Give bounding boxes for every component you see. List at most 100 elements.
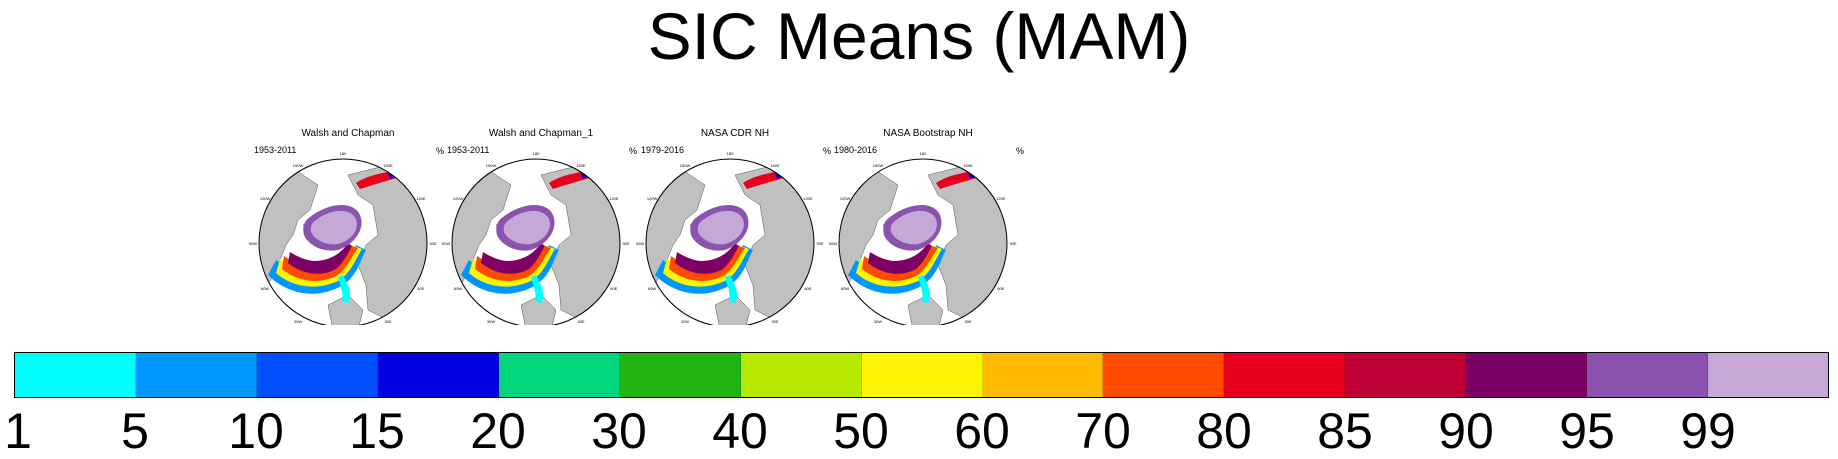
colorbar-label: 60	[954, 403, 1010, 459]
longitude-label: 60W	[454, 286, 462, 291]
colorbar-label: 10	[228, 403, 284, 459]
longitude-label: 180	[533, 151, 540, 156]
panel-units: %	[628, 146, 637, 156]
colorbar-label: 50	[833, 403, 889, 459]
longitude-label: 60E	[997, 286, 1004, 291]
sea-ice-band	[725, 275, 738, 303]
longitude-label: 30E	[384, 319, 391, 324]
longitude-label: 60E	[417, 286, 424, 291]
longitude-label: 150E	[576, 163, 586, 168]
sea-ice-band	[282, 246, 358, 281]
longitude-label: 180	[920, 151, 927, 156]
colorbar-box	[740, 353, 862, 397]
map-boundary	[645, 158, 815, 325]
panel-title: NASA Bootstrap NH	[883, 128, 973, 139]
longitude-label: 150W	[680, 163, 691, 168]
longitude-label: 90E	[429, 241, 436, 246]
panel-period: 1953-2011	[447, 145, 490, 155]
colorbar-label: 5	[121, 403, 149, 459]
map-content	[259, 159, 427, 325]
colorbar-label: 90	[1438, 403, 1494, 459]
colorbar-label: 30	[591, 403, 647, 459]
colorbar	[14, 352, 1829, 398]
sea-ice-band	[775, 168, 800, 179]
panel-period: 1980-2016	[834, 145, 878, 155]
sea-ice-band	[669, 246, 745, 281]
page-title: SIC Means (MAM)	[647, 0, 1191, 73]
colorbar-box	[377, 353, 499, 397]
longitude-label: 30E	[577, 319, 584, 324]
panel-units: %	[1015, 146, 1024, 156]
colorbar-box	[619, 353, 741, 397]
panel-period: 1979-2016	[641, 145, 685, 155]
colorbar-box	[256, 353, 378, 397]
polar-map: 180150E120E90E60E30E030W60W90W120W150W	[636, 151, 824, 325]
sea-ice-band	[675, 243, 739, 274]
sea-ice-band	[868, 243, 932, 274]
map-content	[646, 159, 814, 325]
colorbar-box	[15, 353, 136, 397]
longitude-label: 90W	[829, 241, 837, 246]
sea-ice-band	[918, 275, 931, 303]
map-content	[839, 159, 1007, 325]
longitude-label: 180	[340, 151, 347, 156]
colorbar-label: 85	[1317, 403, 1373, 459]
sea-ice-band	[338, 275, 351, 303]
longitude-label: 120W	[260, 196, 271, 201]
longitude-label: 90W	[442, 241, 450, 246]
panel-title: NASA CDR NH	[700, 128, 770, 139]
map-panel: 180150E120E90E60E30E030W60W90W120W150WWa…	[248, 125, 448, 325]
longitude-label: 150W	[486, 163, 497, 168]
colorbar-box	[1587, 353, 1709, 397]
map-boundary	[258, 158, 428, 325]
longitude-label: 120E	[609, 196, 619, 201]
longitude-label: 150E	[963, 163, 973, 168]
colorbar-box	[982, 353, 1104, 397]
colorbar-box	[1708, 353, 1829, 397]
longitude-label: 150E	[383, 163, 393, 168]
longitude-label: 60W	[648, 286, 656, 291]
sea-ice-band	[890, 210, 937, 245]
colorbar-box	[1466, 353, 1588, 397]
colorbar-label: 80	[1196, 403, 1252, 459]
map-panel: 180150E120E90E60E30E030W60W90W120W150WWa…	[441, 125, 641, 325]
sea-ice-band	[862, 246, 938, 281]
map-boundary	[838, 158, 1008, 325]
longitude-label: 60E	[804, 286, 811, 291]
longitude-label: 120W	[840, 196, 851, 201]
longitude-label: 30E	[771, 319, 778, 324]
longitude-label: 90E	[622, 241, 629, 246]
longitude-label: 150W	[293, 163, 304, 168]
longitude-label: 150E	[770, 163, 780, 168]
colorbar-label: 1	[4, 403, 32, 459]
panel-units: %	[435, 146, 444, 156]
colorbar-label: 15	[349, 403, 405, 459]
longitude-label: 30E	[964, 319, 971, 324]
sea-ice-band	[968, 168, 993, 179]
longitude-label: 120W	[647, 196, 658, 201]
longitude-label: 90E	[816, 241, 823, 246]
longitude-label: 60E	[610, 286, 617, 291]
colorbar-label: 40	[712, 403, 768, 459]
longitude-label: 30W	[874, 319, 882, 324]
colorbar-box	[135, 353, 257, 397]
sea-ice-band	[388, 168, 413, 179]
colorbar-box	[1345, 353, 1467, 397]
longitude-label: 90W	[636, 241, 644, 246]
sea-ice-band	[581, 168, 606, 179]
longitude-label: 90E	[1009, 241, 1016, 246]
longitude-label: 30W	[487, 319, 495, 324]
polar-map: 180150E120E90E60E30E030W60W90W120W150W	[442, 151, 630, 325]
longitude-label: 30W	[681, 319, 689, 324]
longitude-label: 180	[727, 151, 734, 156]
panel-title: Walsh and Chapman	[301, 128, 395, 139]
longitude-label: 120E	[803, 196, 813, 201]
sea-ice-band	[288, 243, 352, 274]
longitude-label: 60W	[261, 286, 269, 291]
sea-ice-band	[531, 275, 544, 303]
map-panel: 180150E120E90E60E30E030W60W90W120W150WNA…	[635, 125, 835, 325]
colorbar-box	[1224, 353, 1346, 397]
map-boundary	[451, 158, 621, 325]
sea-ice-band	[310, 210, 357, 245]
colorbar-label: 99	[1680, 403, 1736, 459]
